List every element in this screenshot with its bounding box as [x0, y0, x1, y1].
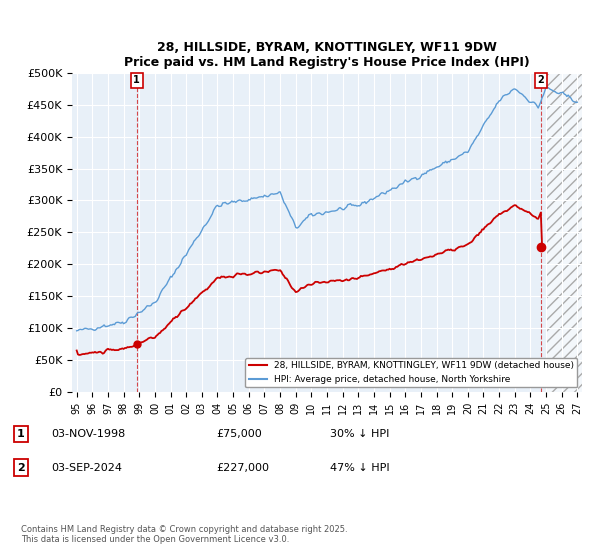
Text: £75,000: £75,000	[216, 429, 262, 439]
Legend: 28, HILLSIDE, BYRAM, KNOTTINGLEY, WF11 9DW (detached house), HPI: Average price,: 28, HILLSIDE, BYRAM, KNOTTINGLEY, WF11 9…	[245, 358, 577, 388]
Text: 1: 1	[17, 429, 25, 439]
Title: 28, HILLSIDE, BYRAM, KNOTTINGLEY, WF11 9DW
Price paid vs. HM Land Registry's Hou: 28, HILLSIDE, BYRAM, KNOTTINGLEY, WF11 9…	[124, 41, 530, 69]
Text: Contains HM Land Registry data © Crown copyright and database right 2025.
This d: Contains HM Land Registry data © Crown c…	[21, 525, 347, 544]
Text: £227,000: £227,000	[216, 463, 269, 473]
Text: 30% ↓ HPI: 30% ↓ HPI	[330, 429, 389, 439]
Text: 03-SEP-2024: 03-SEP-2024	[51, 463, 122, 473]
Text: 47% ↓ HPI: 47% ↓ HPI	[330, 463, 389, 473]
Bar	[546, 73, 582, 392]
Text: 2: 2	[17, 463, 25, 473]
Text: 2: 2	[538, 76, 544, 86]
Bar	[546, 73, 582, 392]
Text: 1: 1	[133, 76, 140, 86]
Text: 03-NOV-1998: 03-NOV-1998	[51, 429, 125, 439]
